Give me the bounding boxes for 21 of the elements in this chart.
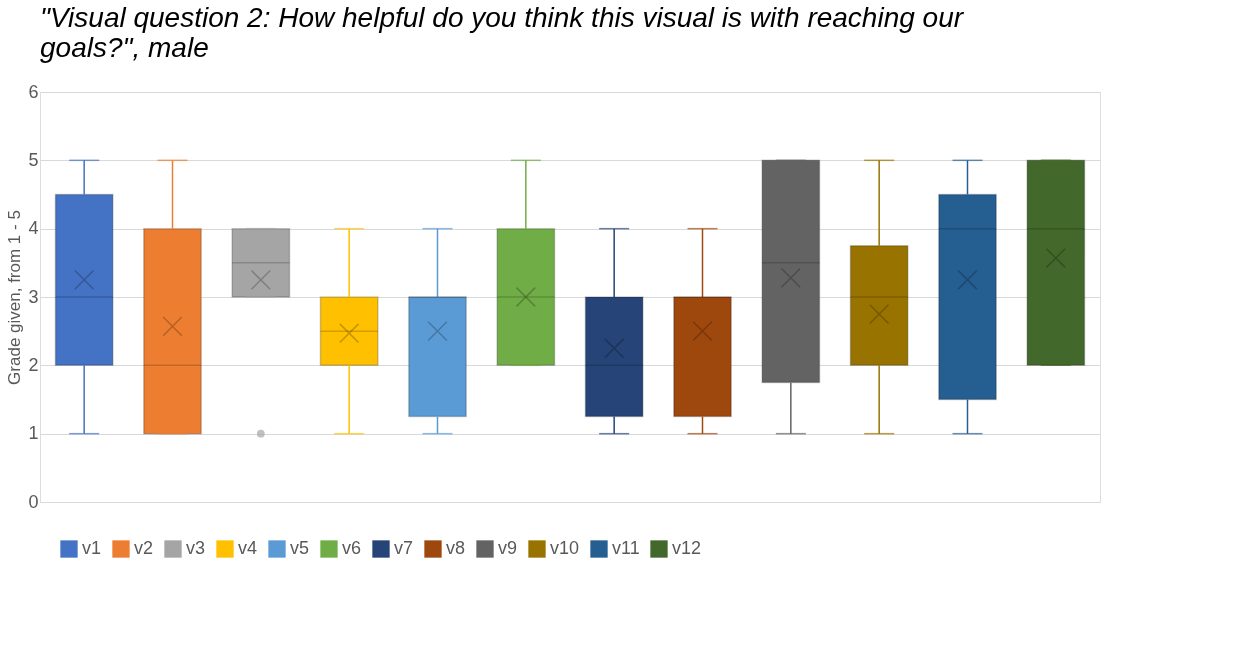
legend-label: v11: [612, 538, 640, 558]
legend-label: v7: [394, 538, 414, 558]
y-tick-label: 5: [28, 149, 39, 170]
legend-label: v6: [342, 538, 362, 558]
legend-label: v12: [672, 538, 702, 558]
legend-label: v10: [550, 538, 580, 558]
legend-label: v1: [82, 538, 102, 558]
y-axis-title: Grade given, from 1 - 5: [5, 210, 25, 385]
y-tick-label: 0: [28, 491, 39, 512]
legend-label: v9: [498, 538, 518, 558]
legend-label: v5: [290, 538, 310, 558]
legend-label: v3: [186, 538, 206, 558]
y-tick-label: 1: [28, 423, 39, 444]
legend-label: v2: [134, 538, 154, 558]
legend-label: v4: [238, 538, 258, 558]
legend-label: v8: [446, 538, 466, 558]
y-tick-label: 2: [28, 354, 39, 375]
y-tick-label: 4: [28, 218, 39, 239]
y-tick-label: 3: [28, 286, 39, 307]
chart-title: "Visual question 2: How helpful do you think this visual is with reaching our goals?", male: [40, 2, 965, 63]
y-tick-label: 6: [28, 81, 39, 102]
